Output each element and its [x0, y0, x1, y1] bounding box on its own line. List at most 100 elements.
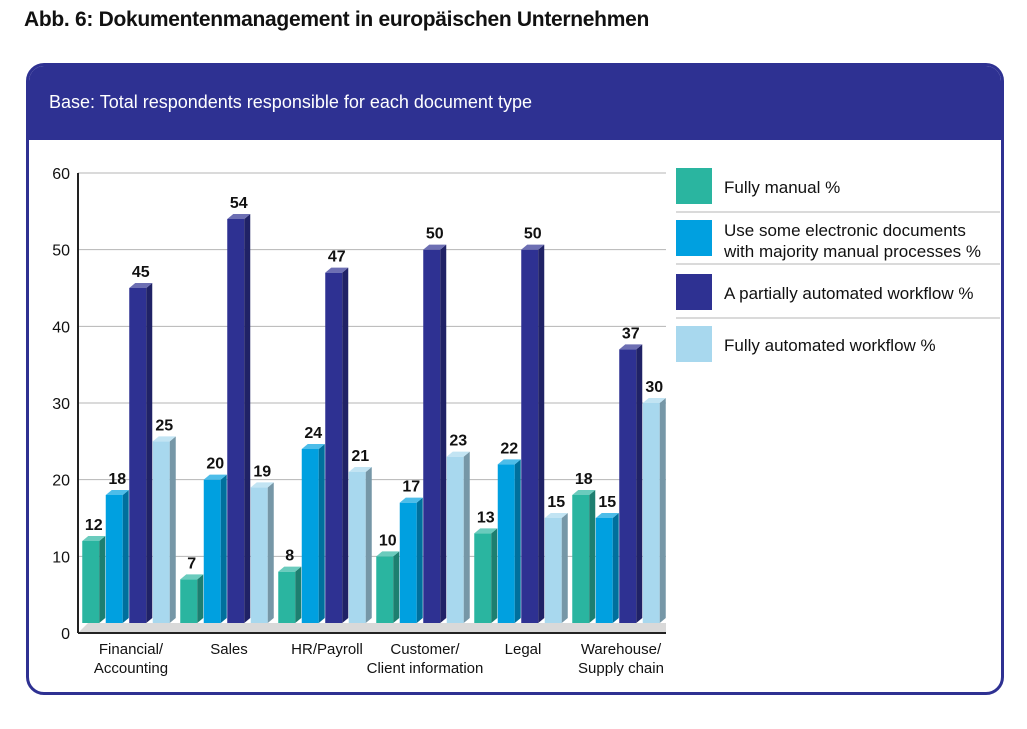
y-tick-label: 10 [52, 549, 70, 566]
bar-side [491, 528, 498, 623]
bar [105, 495, 123, 623]
bar [348, 472, 366, 623]
bar [642, 403, 660, 623]
bar-top [619, 344, 643, 350]
data-label: 25 [155, 417, 173, 434]
bar [376, 556, 394, 623]
bar-top [572, 490, 596, 495]
bar-top [152, 436, 176, 442]
bar [572, 495, 590, 623]
legend-label: Fully automated workflow % [724, 336, 936, 355]
data-label: 30 [645, 379, 663, 396]
bar-side [365, 467, 372, 623]
data-label: 15 [598, 494, 616, 511]
legend-label: with majority manual processes % [723, 242, 981, 261]
bar [227, 219, 245, 623]
x-tick-label: Legal [505, 641, 542, 658]
bar-side [561, 513, 568, 623]
data-label: 50 [426, 226, 444, 243]
bar [301, 449, 319, 623]
data-label: 20 [206, 456, 224, 473]
data-label: 21 [351, 448, 369, 465]
bar-top [129, 283, 153, 288]
bar [203, 479, 221, 623]
bar-top [348, 467, 372, 472]
x-tick-label: Financial/ [99, 641, 164, 658]
bar [423, 249, 441, 623]
bar [595, 518, 613, 623]
bar-side [440, 244, 447, 623]
bar-top [474, 528, 498, 534]
bar [82, 541, 100, 623]
bar-top [376, 551, 400, 557]
legend-swatch [676, 168, 712, 204]
data-label: 18 [108, 471, 126, 488]
legend-label: A partially automated workflow % [724, 284, 973, 303]
bar-side [267, 482, 274, 623]
bar-side [463, 451, 470, 623]
x-tick-label: Sales [210, 641, 248, 658]
bar-side [514, 459, 521, 623]
bar [399, 502, 417, 623]
x-tick-label: Warehouse/ [581, 641, 662, 658]
legend-label: Use some electronic documents [724, 221, 966, 240]
bar [474, 533, 492, 623]
bar [278, 571, 296, 623]
legend-swatch [676, 274, 712, 310]
bar-side [612, 513, 619, 623]
bar-side [659, 398, 666, 623]
x-tick-label: Customer/ [390, 641, 460, 658]
bar-top [301, 444, 325, 449]
bar-top [278, 566, 302, 572]
y-tick-label: 40 [52, 319, 70, 336]
data-label: 17 [402, 479, 420, 496]
data-label: 18 [575, 471, 593, 488]
panel-header: Base: Total respondents responsible for … [29, 66, 1001, 140]
bar-top [105, 490, 129, 495]
y-tick-label: 30 [52, 396, 70, 413]
bar-side [342, 267, 349, 623]
bar-top [180, 574, 204, 580]
data-label: 45 [132, 264, 150, 281]
bar-top [423, 244, 447, 250]
data-label: 22 [500, 440, 518, 457]
bar-top [497, 459, 521, 465]
chart-subtitle: Base: Total respondents responsible for … [49, 92, 532, 112]
data-label: 12 [85, 517, 103, 534]
bar-top [446, 451, 470, 457]
legend-label: Fully manual % [724, 178, 840, 197]
bar-side [169, 436, 176, 623]
bar-side [244, 214, 251, 623]
legend-swatch [676, 220, 712, 256]
bar-top [203, 474, 227, 480]
bar-side [197, 574, 204, 623]
data-label: 37 [622, 325, 640, 342]
bar-side [146, 283, 153, 623]
bar-top [82, 536, 106, 541]
data-label: 13 [477, 509, 495, 526]
bar [152, 441, 170, 623]
data-label: 8 [285, 548, 294, 565]
bar-side [636, 344, 643, 623]
bar [446, 456, 464, 623]
bar [544, 518, 562, 623]
data-label: 23 [449, 433, 467, 450]
chart-floor [78, 623, 666, 633]
data-label: 10 [379, 532, 397, 549]
bar-top [544, 513, 568, 518]
legend-swatch [676, 326, 712, 362]
data-label: 19 [253, 463, 271, 480]
bar-top [399, 497, 423, 503]
data-label: 47 [328, 249, 346, 266]
data-label: 50 [524, 226, 542, 243]
bar-top [521, 244, 545, 250]
bar-side [416, 497, 423, 623]
bar-top [227, 214, 251, 219]
bar-side [393, 551, 400, 623]
bar [325, 272, 343, 623]
bar-side [99, 536, 106, 623]
data-label: 24 [304, 425, 322, 442]
data-label: 15 [547, 494, 565, 511]
y-tick-label: 0 [61, 626, 70, 643]
